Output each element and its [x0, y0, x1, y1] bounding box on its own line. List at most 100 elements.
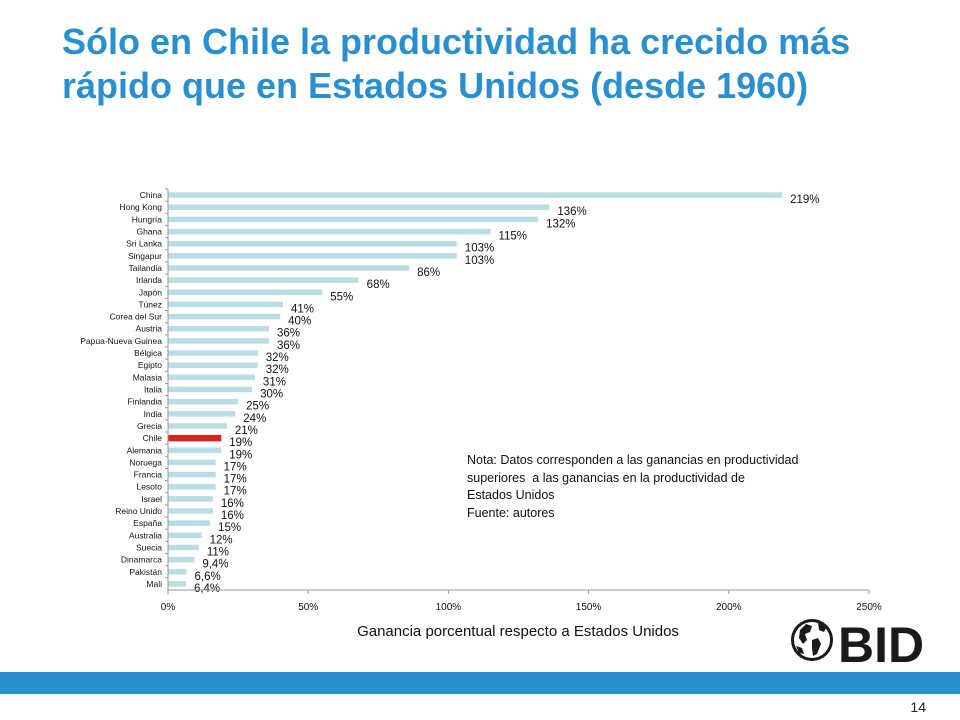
x-tick-label: 150%	[576, 602, 602, 613]
category-label: Reino Unido	[115, 506, 162, 516]
category-label: Australia	[129, 530, 162, 540]
axis-layer: China Hong Kong Hungría Ghana Sri Lanka Singa…	[80, 188, 882, 613]
category-label: Corea del Sur	[110, 312, 163, 322]
data-label: 103%	[465, 255, 494, 267]
footer-band	[0, 672, 960, 694]
x-tick-label: 250%	[856, 602, 882, 613]
x-tick-label: 200%	[716, 602, 742, 613]
data-label: 6,4%	[194, 583, 220, 595]
category-label: Italia	[144, 385, 162, 395]
data-label: 11%	[207, 546, 229, 558]
bar	[168, 556, 195, 563]
bar	[168, 362, 258, 368]
data-label: 6,6%	[195, 571, 221, 583]
bar	[168, 277, 359, 283]
category-label: Malasia	[133, 372, 163, 382]
bar	[168, 544, 199, 551]
data-label: 41%	[291, 303, 314, 315]
data-label: 12%	[210, 534, 233, 546]
data-label: 17%	[224, 474, 247, 486]
bar	[168, 398, 239, 405]
bar	[168, 301, 283, 308]
data-label: 16%	[221, 510, 244, 522]
x-axis-title: Ganancia porcentual respecto a Estados U…	[357, 623, 679, 640]
data-label: 36%	[277, 328, 300, 340]
category-label: Singapur	[128, 251, 162, 261]
category-label: Austria	[136, 324, 163, 334]
bar	[168, 569, 187, 575]
bar	[168, 253, 457, 259]
bar	[168, 386, 253, 393]
data-label: 21%	[235, 425, 258, 437]
category-label: Sri Lanka	[126, 239, 162, 249]
bar	[168, 434, 222, 442]
data-label: 16%	[221, 498, 244, 510]
note-line: superiores a las ganancias en la product…	[467, 470, 745, 485]
category-label: Israel	[141, 494, 162, 504]
bar	[168, 240, 457, 247]
data-label: 9,4%	[202, 559, 228, 571]
bar	[168, 459, 216, 466]
bar	[168, 289, 323, 296]
bar	[168, 447, 222, 454]
bar	[168, 581, 186, 587]
note-line: Fuente: autores	[467, 505, 555, 520]
data-label: 86%	[417, 267, 440, 279]
category-label: China	[140, 190, 162, 200]
data-label: 19%	[229, 437, 252, 449]
bar	[168, 216, 539, 223]
category-label: Egipto	[138, 360, 162, 370]
bar	[168, 192, 783, 198]
bar	[168, 496, 213, 502]
category-label: Alemania	[127, 445, 163, 455]
category-label: Bélgica	[134, 348, 162, 358]
bars-layer: 219%136%132%115%103%103%86%68%55%41%40%3…	[168, 192, 819, 595]
globe-icon	[791, 619, 833, 661]
data-label: 32%	[266, 364, 289, 376]
data-label: 36%	[277, 340, 300, 352]
category-label: Finlandia	[128, 397, 163, 407]
category-label: Tailandia	[128, 263, 162, 273]
bar	[168, 520, 211, 526]
category-label: Pakistán	[129, 567, 162, 577]
category-label: Chile	[143, 433, 163, 443]
category-label: Hong Kong	[119, 202, 162, 212]
bar	[168, 338, 269, 344]
data-label: 31%	[263, 376, 286, 388]
data-label: 17%	[224, 461, 247, 473]
data-label: 68%	[367, 279, 390, 291]
data-label: 30%	[260, 389, 283, 401]
bar	[168, 483, 216, 490]
page-number: 14	[910, 699, 926, 715]
bar	[168, 411, 236, 417]
data-label: 55%	[330, 291, 353, 303]
category-label: Irlanda	[136, 275, 162, 285]
category-label: India	[144, 409, 163, 419]
category-label: Noruega	[129, 457, 162, 467]
data-label: 103%	[465, 243, 494, 255]
chart-note: Nota: Datos corresponden a las ganancias…	[467, 452, 887, 522]
category-label: Dinamarca	[121, 555, 162, 565]
category-label: Grecia	[137, 421, 162, 431]
bar	[168, 374, 255, 381]
bar	[168, 350, 258, 356]
note-line: Estados Unidos	[467, 488, 555, 502]
bar	[168, 265, 410, 271]
data-label: 136%	[557, 206, 586, 218]
x-tick-label: 0%	[161, 602, 176, 613]
data-label: 25%	[246, 401, 269, 413]
category-label: Ghana	[136, 227, 162, 237]
category-label: Túnez	[138, 299, 162, 309]
category-label: Francia	[134, 470, 163, 480]
category-label: Japón	[139, 287, 162, 297]
bar	[168, 532, 202, 539]
category-label: Suecia	[136, 542, 162, 552]
bar	[168, 325, 269, 332]
category-label: Lesoto	[136, 482, 162, 492]
data-label: 19%	[229, 449, 252, 461]
note-line: Nota: Datos corresponden a las ganancias…	[467, 453, 799, 467]
bar	[168, 313, 281, 320]
slide-title: Sólo en Chile la productividad ha crecid…	[62, 21, 851, 106]
bid-logo: BID	[791, 617, 924, 670]
